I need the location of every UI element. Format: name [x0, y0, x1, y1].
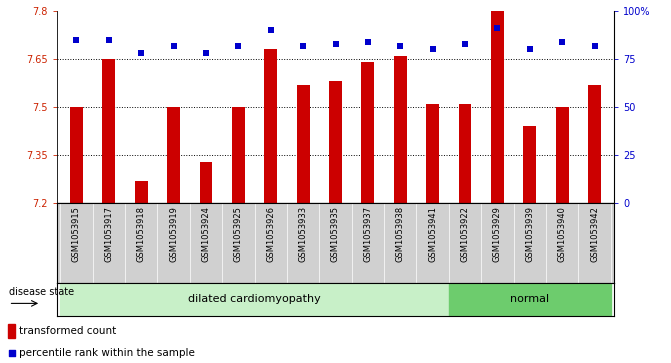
Point: [168, 42, 179, 48]
Text: GSM1053938: GSM1053938: [396, 206, 405, 262]
Point: [298, 42, 309, 48]
Text: GSM1053937: GSM1053937: [364, 206, 372, 262]
Text: GSM1053935: GSM1053935: [331, 206, 340, 262]
Point: [6, 350, 17, 355]
Point: [589, 42, 600, 48]
Bar: [297, 85, 309, 203]
Point: [492, 25, 503, 31]
Bar: [362, 62, 374, 203]
Point: [233, 42, 244, 48]
Point: [136, 50, 146, 56]
Point: [71, 37, 82, 42]
Point: [201, 50, 211, 56]
Text: GSM1053919: GSM1053919: [169, 206, 178, 262]
Bar: [523, 126, 536, 203]
Text: GSM1053924: GSM1053924: [201, 206, 211, 262]
Text: GSM1053939: GSM1053939: [525, 206, 534, 262]
Bar: [588, 85, 601, 203]
Bar: [491, 11, 504, 203]
Bar: [394, 56, 407, 203]
Bar: [70, 107, 83, 203]
Text: percentile rank within the sample: percentile rank within the sample: [19, 348, 195, 358]
Bar: [135, 181, 148, 203]
Text: GSM1053918: GSM1053918: [137, 206, 146, 262]
Text: GSM1053933: GSM1053933: [299, 206, 307, 262]
Bar: [199, 162, 213, 203]
Text: GSM1053942: GSM1053942: [590, 206, 599, 262]
Point: [395, 42, 406, 48]
Bar: [329, 81, 342, 203]
Bar: [264, 49, 277, 203]
Text: GSM1053917: GSM1053917: [105, 206, 113, 262]
Bar: [167, 107, 180, 203]
Text: GSM1053922: GSM1053922: [460, 206, 470, 262]
Point: [557, 39, 568, 45]
Text: transformed count: transformed count: [19, 326, 117, 337]
Bar: [556, 107, 568, 203]
Point: [362, 39, 373, 45]
Bar: [232, 107, 245, 203]
Bar: [458, 104, 472, 203]
Point: [427, 46, 438, 52]
Text: dilated cardiomyopathy: dilated cardiomyopathy: [188, 294, 321, 305]
Point: [330, 41, 341, 46]
Bar: [426, 104, 439, 203]
Text: GSM1053926: GSM1053926: [266, 206, 275, 262]
Point: [460, 41, 470, 46]
Text: disease state: disease state: [9, 287, 74, 297]
Text: GSM1053925: GSM1053925: [234, 206, 243, 262]
Bar: [103, 59, 115, 203]
Text: GSM1053941: GSM1053941: [428, 206, 437, 262]
Text: normal: normal: [510, 294, 550, 305]
Text: GSM1053940: GSM1053940: [558, 206, 566, 262]
Point: [265, 27, 276, 33]
Bar: [8, 324, 15, 338]
Point: [525, 46, 535, 52]
Text: GSM1053915: GSM1053915: [72, 206, 81, 262]
Point: [103, 37, 114, 42]
Text: GSM1053929: GSM1053929: [493, 206, 502, 262]
